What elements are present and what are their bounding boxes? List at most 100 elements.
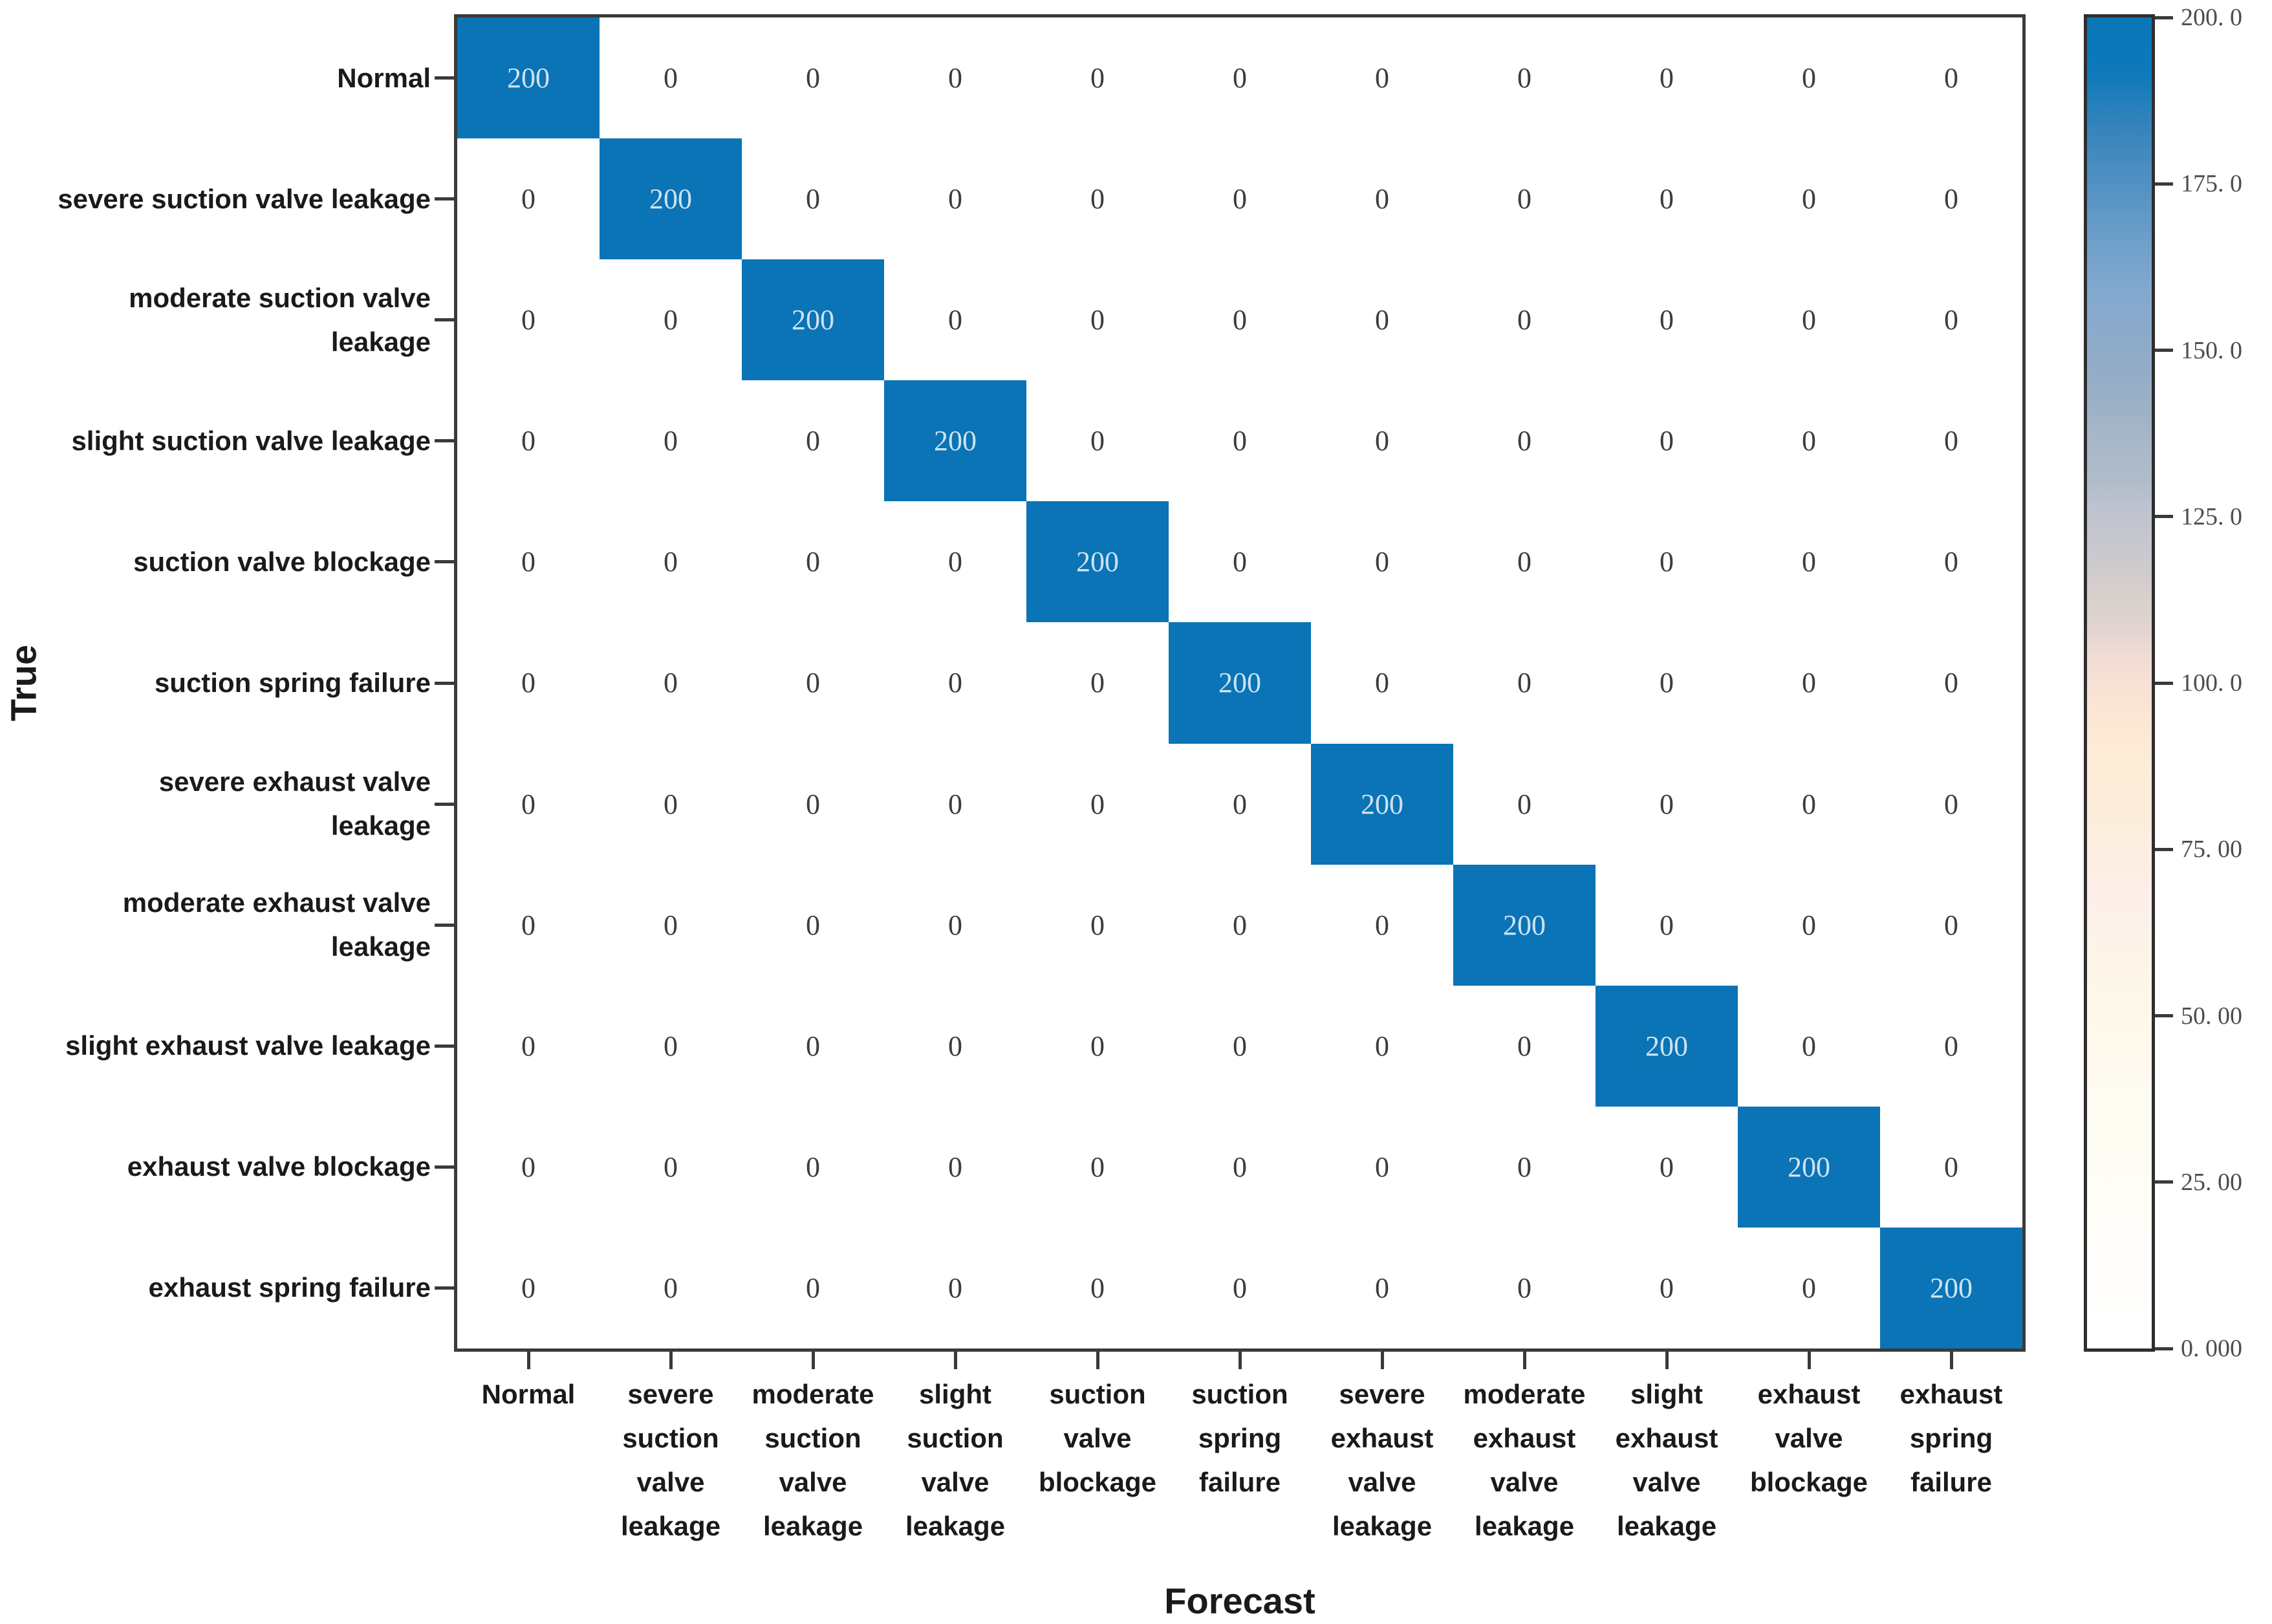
matrix-cell: 200 — [457, 17, 600, 139]
matrix-cell: 0 — [1596, 622, 1738, 744]
y-tick-label: moderate exhaust valve leakage — [122, 887, 431, 962]
x-tick-mark — [1665, 1352, 1669, 1369]
matrix-cell: 0 — [600, 985, 742, 1107]
matrix-cell: 0 — [457, 380, 600, 502]
matrix-cell: 0 — [1311, 259, 1453, 381]
matrix-cell: 0 — [1453, 622, 1596, 744]
y-tick-mark — [435, 1165, 454, 1169]
matrix-cell: 0 — [884, 259, 1026, 381]
colorbar-tick-label: 175. 0 — [2181, 170, 2242, 198]
matrix-cell: 0 — [1169, 501, 1311, 623]
matrix-cell: 0 — [742, 622, 884, 744]
matrix-cell: 0 — [884, 985, 1026, 1107]
matrix-cell: 0 — [1880, 864, 2022, 986]
y-tick-label: severe suction valve leakage — [58, 183, 431, 214]
matrix-cell: 0 — [884, 743, 1026, 865]
x-tick-label: severe suction valve leakage — [620, 1379, 721, 1541]
matrix-cell: 0 — [1880, 259, 2022, 381]
matrix-cell: 0 — [1596, 138, 1738, 260]
matrix-cell: 0 — [1026, 259, 1169, 381]
matrix-cell: 0 — [884, 622, 1026, 744]
colorbar-tick-mark — [2155, 349, 2173, 352]
matrix-cell: 0 — [1738, 985, 1880, 1107]
matrix-cell: 0 — [1738, 864, 1880, 986]
x-tick-mark — [811, 1352, 815, 1369]
x-tick-label: Normal — [481, 1379, 576, 1409]
y-tick-label: Normal — [337, 62, 431, 93]
y-tick-mark — [435, 1044, 454, 1048]
matrix-cell: 0 — [1169, 743, 1311, 865]
x-tick-mark — [669, 1352, 673, 1369]
matrix-cell: 0 — [1596, 1106, 1738, 1228]
matrix-cell: 0 — [600, 17, 742, 139]
matrix-cell: 200 — [1453, 864, 1596, 986]
matrix-cell: 0 — [1453, 17, 1596, 139]
y-tick-mark — [435, 318, 454, 322]
x-tick-mark — [1807, 1352, 1811, 1369]
matrix-cell: 0 — [742, 501, 884, 623]
matrix-cell: 0 — [1311, 501, 1453, 623]
matrix-cell: 0 — [1738, 622, 1880, 744]
matrix-cell: 0 — [1311, 1106, 1453, 1228]
x-tick-mark — [953, 1352, 957, 1369]
y-axis-title: True — [3, 644, 44, 722]
colorbar-tick-label: 0. 000 — [2181, 1335, 2242, 1362]
x-tick-mark — [1949, 1352, 1953, 1369]
matrix-cell: 0 — [1026, 380, 1169, 502]
matrix-cell: 0 — [1026, 622, 1169, 744]
matrix-cell: 0 — [742, 743, 884, 865]
matrix-cell: 0 — [1453, 138, 1596, 260]
matrix-cell: 0 — [600, 380, 742, 502]
x-tick-label: moderate exhaust valve leakage — [1463, 1379, 1586, 1541]
matrix-cell: 200 — [600, 138, 742, 260]
matrix-cell: 0 — [1880, 380, 2022, 502]
matrix-cell: 0 — [1453, 1227, 1596, 1348]
y-tick-mark — [435, 681, 454, 685]
matrix-cell: 0 — [1026, 1106, 1169, 1228]
matrix-cell: 0 — [1169, 985, 1311, 1107]
matrix-cell: 0 — [457, 743, 600, 865]
x-tick-mark — [1096, 1352, 1099, 1369]
matrix-cell: 0 — [1880, 985, 2022, 1107]
y-tick-mark — [435, 560, 454, 564]
matrix-cell: 0 — [884, 864, 1026, 986]
matrix-cell: 0 — [884, 1106, 1026, 1228]
matrix-cell: 0 — [457, 138, 600, 260]
matrix-cell: 0 — [457, 622, 600, 744]
matrix-cell: 200 — [1311, 743, 1453, 865]
matrix-cell: 0 — [1738, 501, 1880, 623]
y-tick-mark — [435, 197, 454, 201]
matrix-cell: 0 — [1596, 380, 1738, 502]
matrix-cell: 0 — [457, 1227, 600, 1348]
y-tick-mark — [435, 923, 454, 927]
colorbar-gradient — [2084, 14, 2155, 1352]
matrix-cell: 0 — [1880, 622, 2022, 744]
matrix-cell: 0 — [742, 1227, 884, 1348]
x-tick-mark — [526, 1352, 530, 1369]
matrix-cell: 0 — [457, 501, 600, 623]
matrix-cell: 0 — [1169, 1106, 1311, 1228]
y-tick-mark — [435, 802, 454, 806]
colorbar-tick-label: 25. 00 — [2181, 1168, 2242, 1196]
matrix-cell: 0 — [742, 864, 884, 986]
matrix-cell: 0 — [1026, 985, 1169, 1107]
colorbar-tick-mark — [2155, 681, 2173, 685]
matrix-cell: 0 — [1453, 1106, 1596, 1228]
y-tick-label: exhaust valve blockage — [127, 1151, 431, 1182]
colorbar-tick-label: 125. 0 — [2181, 503, 2242, 530]
matrix-cell: 0 — [1169, 380, 1311, 502]
matrix-cell: 0 — [1880, 17, 2022, 139]
x-tick-label: severe exhaust valve leakage — [1330, 1379, 1434, 1541]
y-tick-mark — [435, 439, 454, 443]
matrix-cell: 0 — [600, 1106, 742, 1228]
matrix-cell: 0 — [1596, 17, 1738, 139]
y-tick-label: moderate suction valve leakage — [129, 282, 431, 357]
matrix-cell: 200 — [884, 380, 1026, 502]
matrix-cell: 0 — [884, 17, 1026, 139]
matrix-cell: 0 — [1169, 1227, 1311, 1348]
matrix-cell: 0 — [1311, 622, 1453, 744]
matrix-cell: 200 — [1169, 622, 1311, 744]
matrix-cell: 0 — [1738, 138, 1880, 260]
colorbar-tick-mark — [2155, 182, 2173, 186]
